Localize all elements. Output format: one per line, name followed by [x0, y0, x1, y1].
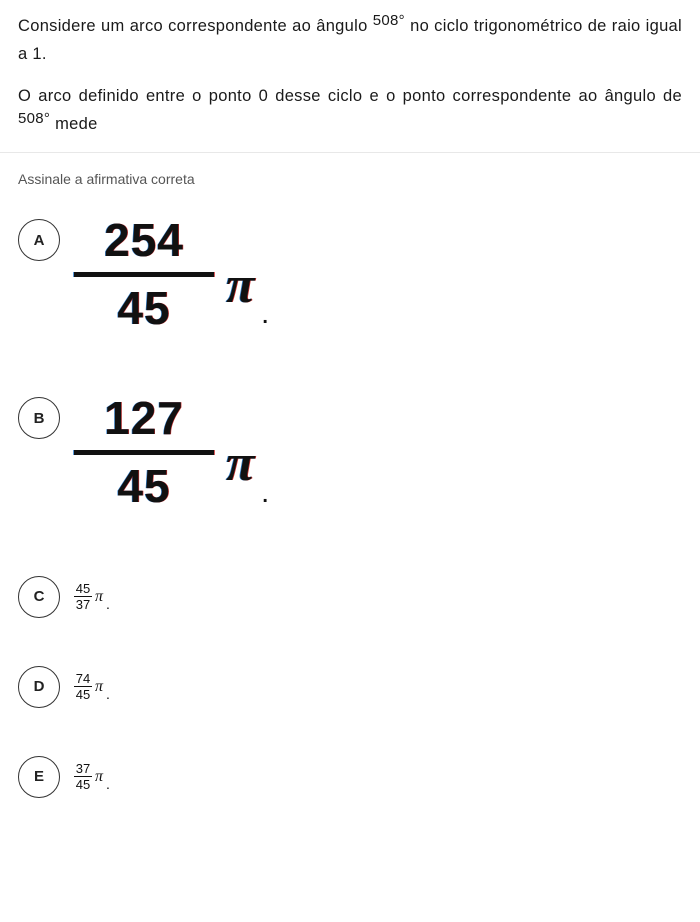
q2-text-b: mede [55, 115, 97, 133]
option-a-num: 254 [104, 215, 184, 266]
option-b-bar [74, 450, 214, 455]
option-a-letter: A [18, 219, 60, 261]
option-c-dot: . [106, 596, 110, 612]
option-d[interactable]: D 74 45 π . [18, 662, 682, 708]
option-b-pi: π [226, 434, 254, 493]
option-a-pi: π [226, 256, 254, 315]
question-paragraph-2: O arco definido entre o ponto 0 desse ci… [18, 82, 682, 138]
option-e-dot: . [106, 776, 110, 792]
option-b-den: 45 [117, 461, 170, 512]
option-e-num: 37 [76, 762, 90, 776]
option-b-num: 127 [104, 393, 184, 444]
option-a-bar [74, 272, 214, 277]
option-e-den: 45 [76, 778, 90, 792]
option-c-num: 45 [76, 582, 90, 596]
option-d-den: 45 [76, 688, 90, 702]
option-a-den: 45 [117, 283, 170, 334]
option-c[interactable]: C 45 37 π . [18, 572, 682, 618]
option-d-dot: . [106, 686, 110, 702]
option-b-dot: . [262, 485, 268, 508]
question-paragraph-1: Considere um arco correspondente ao ângu… [18, 12, 682, 68]
option-c-letter: C [18, 576, 60, 618]
option-b-letter: B [18, 397, 60, 439]
q2-angle: 508° [18, 110, 50, 127]
option-e[interactable]: E 37 45 π . [18, 752, 682, 798]
option-b-fraction: 127 45 π . [74, 393, 268, 511]
option-c-fraction: 45 37 π . [74, 582, 110, 612]
instruction-text: Assinale a afirmativa correta [18, 171, 682, 187]
option-e-fraction: 37 45 π . [74, 762, 110, 792]
q2-text-a: O arco definido entre o ponto 0 desse ci… [18, 87, 682, 105]
option-d-letter: D [18, 666, 60, 708]
option-d-num: 74 [76, 672, 90, 686]
option-a-fraction: 254 45 π . [74, 215, 268, 333]
option-d-fraction: 74 45 π . [74, 672, 110, 702]
option-e-letter: E [18, 756, 60, 798]
option-b[interactable]: B 127 45 π . [18, 393, 682, 511]
option-a[interactable]: A 254 45 π . [18, 215, 682, 333]
option-d-pi: π [95, 678, 103, 696]
divider [0, 152, 700, 153]
option-c-den: 37 [76, 598, 90, 612]
option-e-pi: π [95, 768, 103, 786]
q1-text-a: Considere um arco correspondente ao ângu… [18, 17, 373, 35]
q1-angle: 508° [373, 12, 405, 29]
option-c-pi: π [95, 588, 103, 606]
option-a-dot: . [262, 306, 268, 329]
